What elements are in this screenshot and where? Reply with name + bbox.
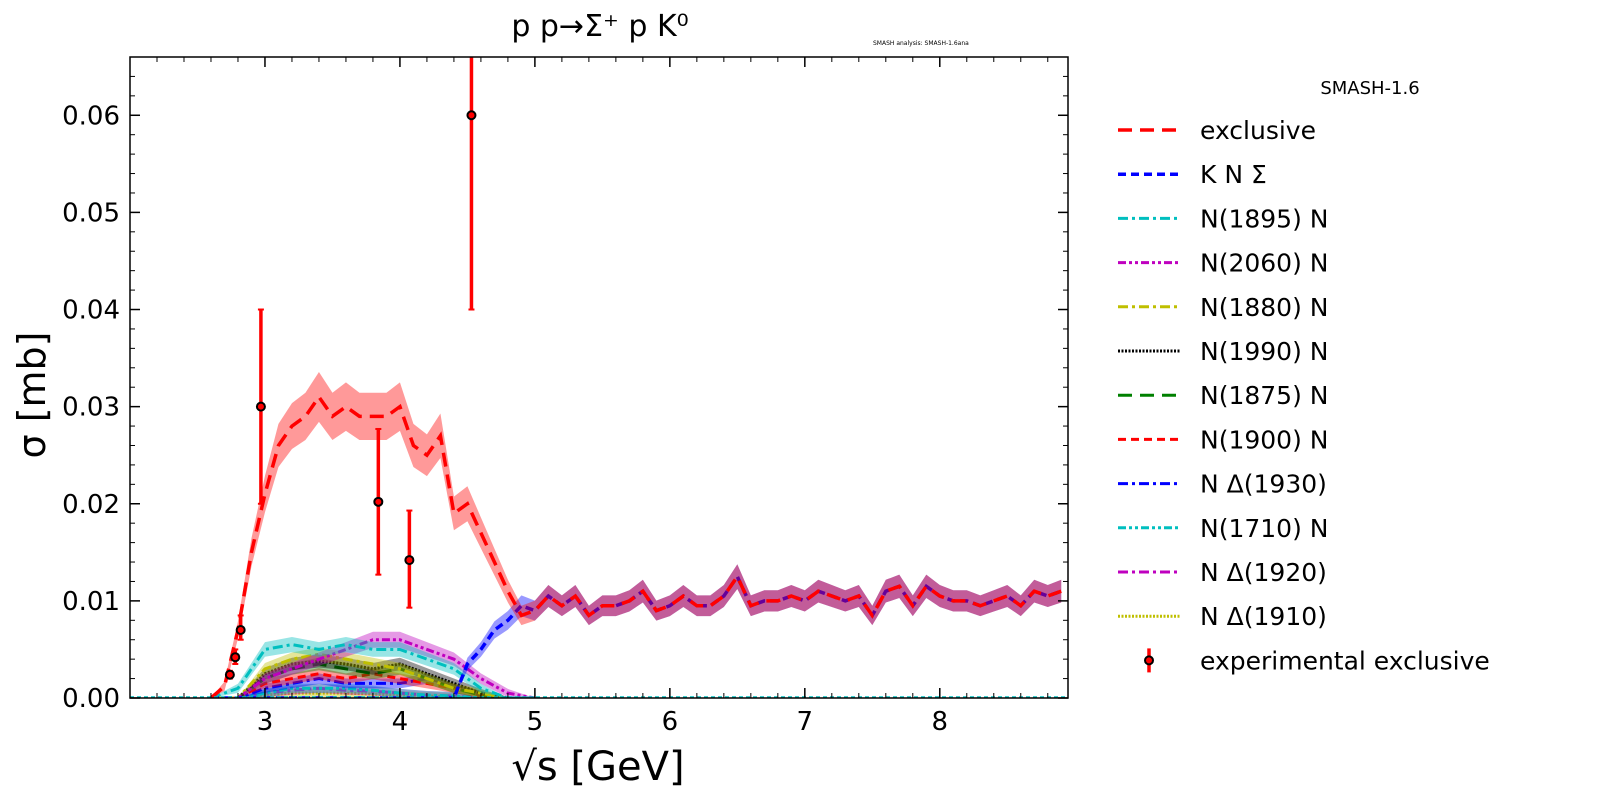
legend-marker: [1144, 655, 1154, 666]
error-band: [210, 668, 535, 698]
legend-label: N(1875) N: [1200, 381, 1328, 410]
legend-label: N Δ(1910): [1200, 602, 1327, 631]
y-tick-label: 0.03: [62, 393, 120, 423]
data-point: [230, 652, 241, 663]
plot-frame: [129, 56, 1069, 699]
data-point: [404, 555, 415, 566]
data-point: [224, 669, 235, 680]
legend-label: K N Σ: [1200, 160, 1267, 189]
x-axis-label: √s [GeV]: [511, 744, 684, 790]
legend-label: N(1990) N: [1200, 337, 1328, 366]
legend-label: N(1710) N: [1200, 514, 1328, 543]
error-band: [210, 647, 535, 698]
series-group: [130, 57, 1068, 698]
series-line: [209, 393, 1062, 698]
chart-title: p p→Σ⁺ p K⁰: [511, 9, 688, 44]
x-tick-label: 4: [392, 707, 409, 737]
legend-label: N Δ(1930): [1200, 470, 1327, 499]
x-tick-label: 8: [932, 707, 949, 737]
error-band: [210, 636, 535, 698]
watermark: SMASH analysis: SMASH-1.6ana: [873, 40, 969, 47]
x-tick-label: 6: [662, 707, 679, 737]
legend-label: N(1900) N: [1200, 425, 1328, 454]
legend-title: SMASH-1.6: [1320, 78, 1419, 99]
x-tick-label: 7: [797, 707, 814, 737]
legend-label: N(2060) N: [1200, 249, 1328, 278]
series-line: [210, 638, 536, 698]
y-tick-label: 0.01: [62, 587, 120, 617]
y-tick-label: 0.02: [62, 490, 120, 520]
series-line: [210, 643, 535, 698]
x-tick-label: 3: [257, 707, 274, 737]
x-tick-label: 5: [527, 707, 544, 737]
data-point: [255, 401, 266, 412]
y-tick-label: 0.04: [62, 296, 120, 326]
error-band: [210, 371, 1062, 698]
axis-ticks: 3 4 5 6 7 8 0.00 0.01 0.02 0.03 0.04 0.05 0.06: [62, 57, 1068, 737]
legend-label: experimental exclusive: [1200, 646, 1490, 675]
legend-label: N(1895) N: [1200, 204, 1328, 233]
legend-label: N Δ(1920): [1200, 558, 1327, 587]
y-tick-label: 0.00: [62, 684, 120, 714]
y-tick-label: 0.05: [62, 198, 120, 228]
data-point: [466, 110, 477, 121]
y-axis-label: σ [mb]: [10, 332, 54, 459]
legend-label: exclusive: [1200, 116, 1316, 145]
error-band: [210, 564, 1062, 698]
data-point: [373, 496, 384, 507]
legend-label: N(1880) N: [1200, 293, 1328, 322]
data-point: [235, 625, 246, 636]
y-tick-label: 0.06: [62, 101, 120, 131]
plot-area: [130, 57, 1068, 698]
series-line: [210, 686, 535, 698]
legend: SMASH-1.6 exclusive K N Σ N(1895) N N(2060)…: [1118, 78, 1490, 675]
